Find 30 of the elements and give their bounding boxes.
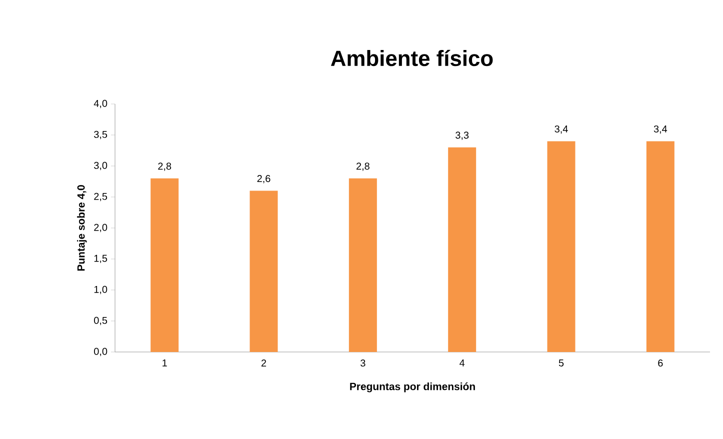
y-tick-label: 4,0 — [94, 100, 108, 108]
x-tick-label: 1 — [162, 360, 167, 366]
y-tick-label: 1,0 — [94, 286, 108, 294]
y-tick-label: 3,0 — [94, 162, 108, 170]
y-tick-label: 0,0 — [94, 348, 108, 356]
x-tick-label: 6 — [658, 360, 663, 367]
bar — [547, 141, 576, 352]
x-tick-label: 3 — [360, 360, 366, 367]
y-tick-label: 3,5 — [94, 130, 108, 140]
y-tick-label: 2,0 — [94, 224, 108, 232]
chart-title: Ambiente físico — [330, 50, 493, 66]
data-label: 2,8 — [356, 162, 370, 171]
y-axis-title: Puntaje sobre 4,0 — [77, 185, 87, 271]
bar — [448, 147, 476, 352]
y-tick-label: 2,5 — [94, 192, 108, 202]
data-label: 3,4 — [654, 125, 668, 134]
y-tick-label: 0,5 — [94, 316, 108, 326]
bar — [348, 178, 377, 352]
data-label: 3,3 — [456, 132, 469, 140]
y-tick-label: 1,5 — [94, 254, 108, 264]
x-tick-label: 4 — [460, 360, 465, 366]
x-tick-label: 2 — [261, 360, 266, 366]
x-axis-title: Preguntas por dimensión — [350, 382, 475, 392]
bar — [250, 190, 278, 352]
data-label: 2,8 — [158, 162, 172, 171]
bar — [646, 141, 674, 352]
x-tick-label: 5 — [558, 360, 564, 366]
bar — [150, 178, 179, 352]
data-label: 3,4 — [554, 125, 568, 134]
data-label: 2,6 — [257, 175, 270, 184]
